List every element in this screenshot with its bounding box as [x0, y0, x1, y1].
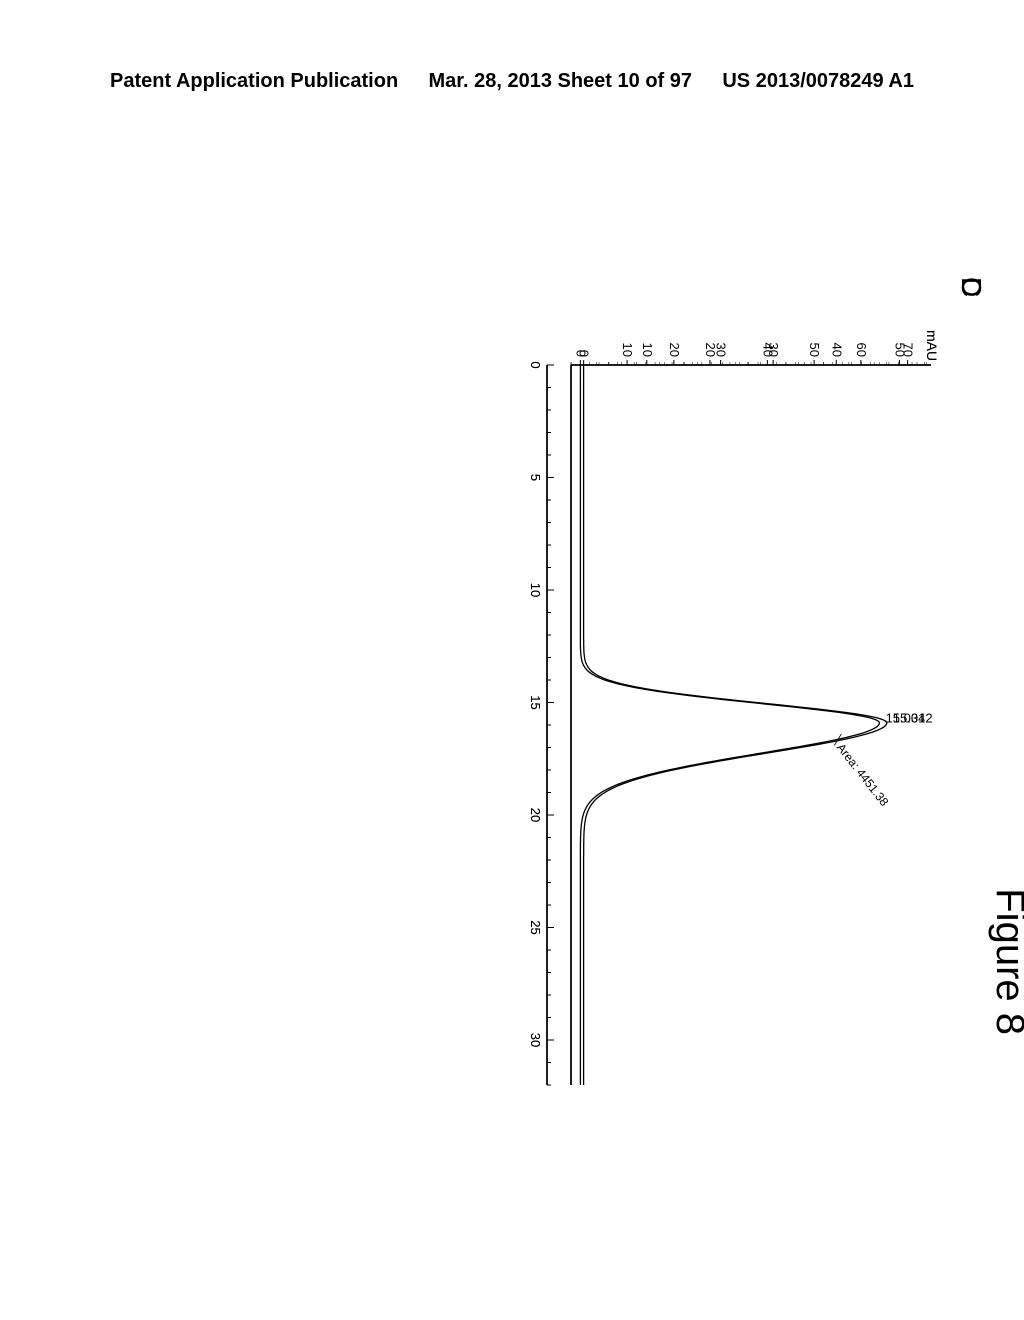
panel-label: D	[955, 277, 987, 297]
figure-title: Figure 8	[987, 888, 1024, 1035]
x-tick-label: 30	[528, 1033, 543, 1047]
header-right: US 2013/0078249 A1	[722, 70, 914, 93]
x-tick-label: 25	[528, 920, 543, 934]
figure-8: Figure 8 C 010203040506070mAU05101520253…	[12, 275, 1012, 1055]
y-tick-label: 40	[829, 343, 844, 357]
y-axis-label: mAU	[924, 330, 940, 361]
peak-label: 15.012	[893, 711, 933, 726]
page-header: Patent Application Publication Mar. 28, …	[0, 70, 1024, 93]
header-center: Mar. 28, 2013 Sheet 10 of 97	[429, 70, 693, 93]
y-tick-label: 30	[766, 343, 781, 357]
header-left: Patent Application Publication	[110, 70, 398, 93]
chromatogram-trace	[583, 365, 886, 1085]
y-tick-label: 50	[892, 343, 907, 357]
y-tick-label: 0	[576, 350, 591, 357]
x-tick-label: 10	[528, 583, 543, 597]
chromatogram-plot: 0 10 20 30 40 50 mAU 0 5 10 15 20 25 30 15.012Area: 44…	[521, 315, 951, 1095]
y-tick-label: 20	[703, 343, 718, 357]
x-tick-label: 5	[528, 474, 543, 481]
y-tick-label: 10	[640, 343, 655, 357]
x-tick-label: 0	[528, 361, 543, 368]
x-tick-label: 15	[528, 695, 543, 709]
x-tick-label: 20	[528, 808, 543, 822]
peak-annotation: Area: 4451.38	[834, 741, 892, 809]
